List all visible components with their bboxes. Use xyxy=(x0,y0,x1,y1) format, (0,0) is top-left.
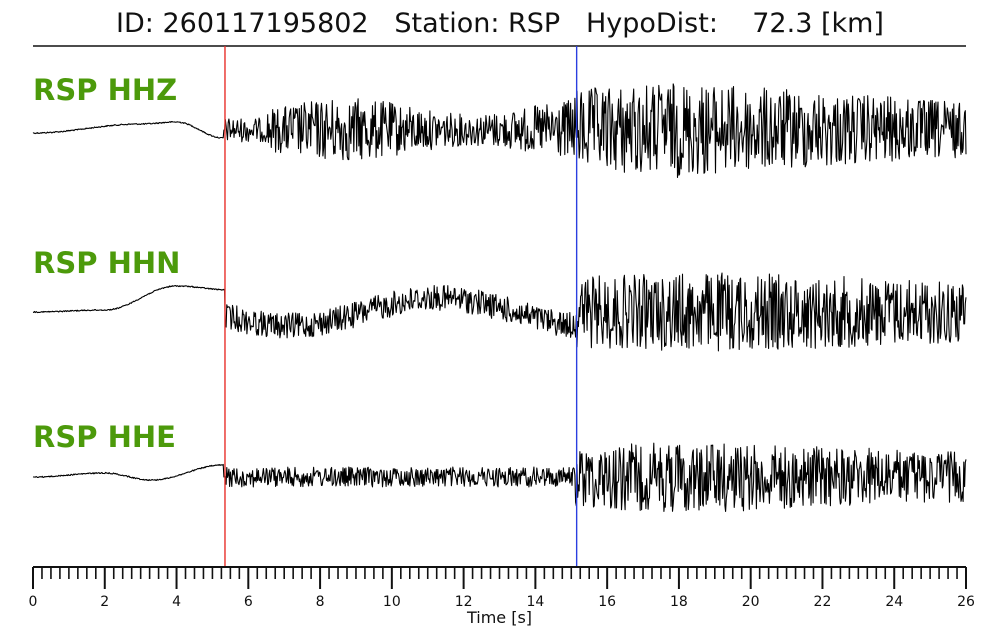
x-axis-label: Time [s] xyxy=(466,608,532,627)
x-tick-label: 0 xyxy=(29,594,38,610)
x-tick-label: 14 xyxy=(526,594,544,610)
channel-label-hhe: RSP HHE xyxy=(33,420,176,454)
x-tick-label: 6 xyxy=(244,594,253,610)
trace-rsp-hhz xyxy=(32,83,967,179)
figure-title: ID: 260117195802 Station: RSP HypoDist: … xyxy=(116,8,884,39)
channel-label-hhz: RSP HHZ xyxy=(33,73,178,107)
x-tick-label: 8 xyxy=(316,594,325,610)
trace-rsp-hhe xyxy=(32,442,967,512)
x-tick-label: 2 xyxy=(100,594,109,610)
x-tick-label: 10 xyxy=(383,594,401,610)
x-tick-label: 16 xyxy=(598,594,616,610)
x-tick-label: 4 xyxy=(172,594,181,610)
x-tick-label: 18 xyxy=(670,594,688,610)
channel-label-hhn: RSP HHN xyxy=(33,246,181,280)
x-tick-label: 20 xyxy=(742,594,760,610)
x-tick-label: 22 xyxy=(814,594,832,610)
x-tick-label: 26 xyxy=(957,594,975,610)
x-tick-label: 24 xyxy=(885,594,903,610)
x-tick-label: 12 xyxy=(455,594,473,610)
trace-rsp-hhn xyxy=(32,272,967,352)
